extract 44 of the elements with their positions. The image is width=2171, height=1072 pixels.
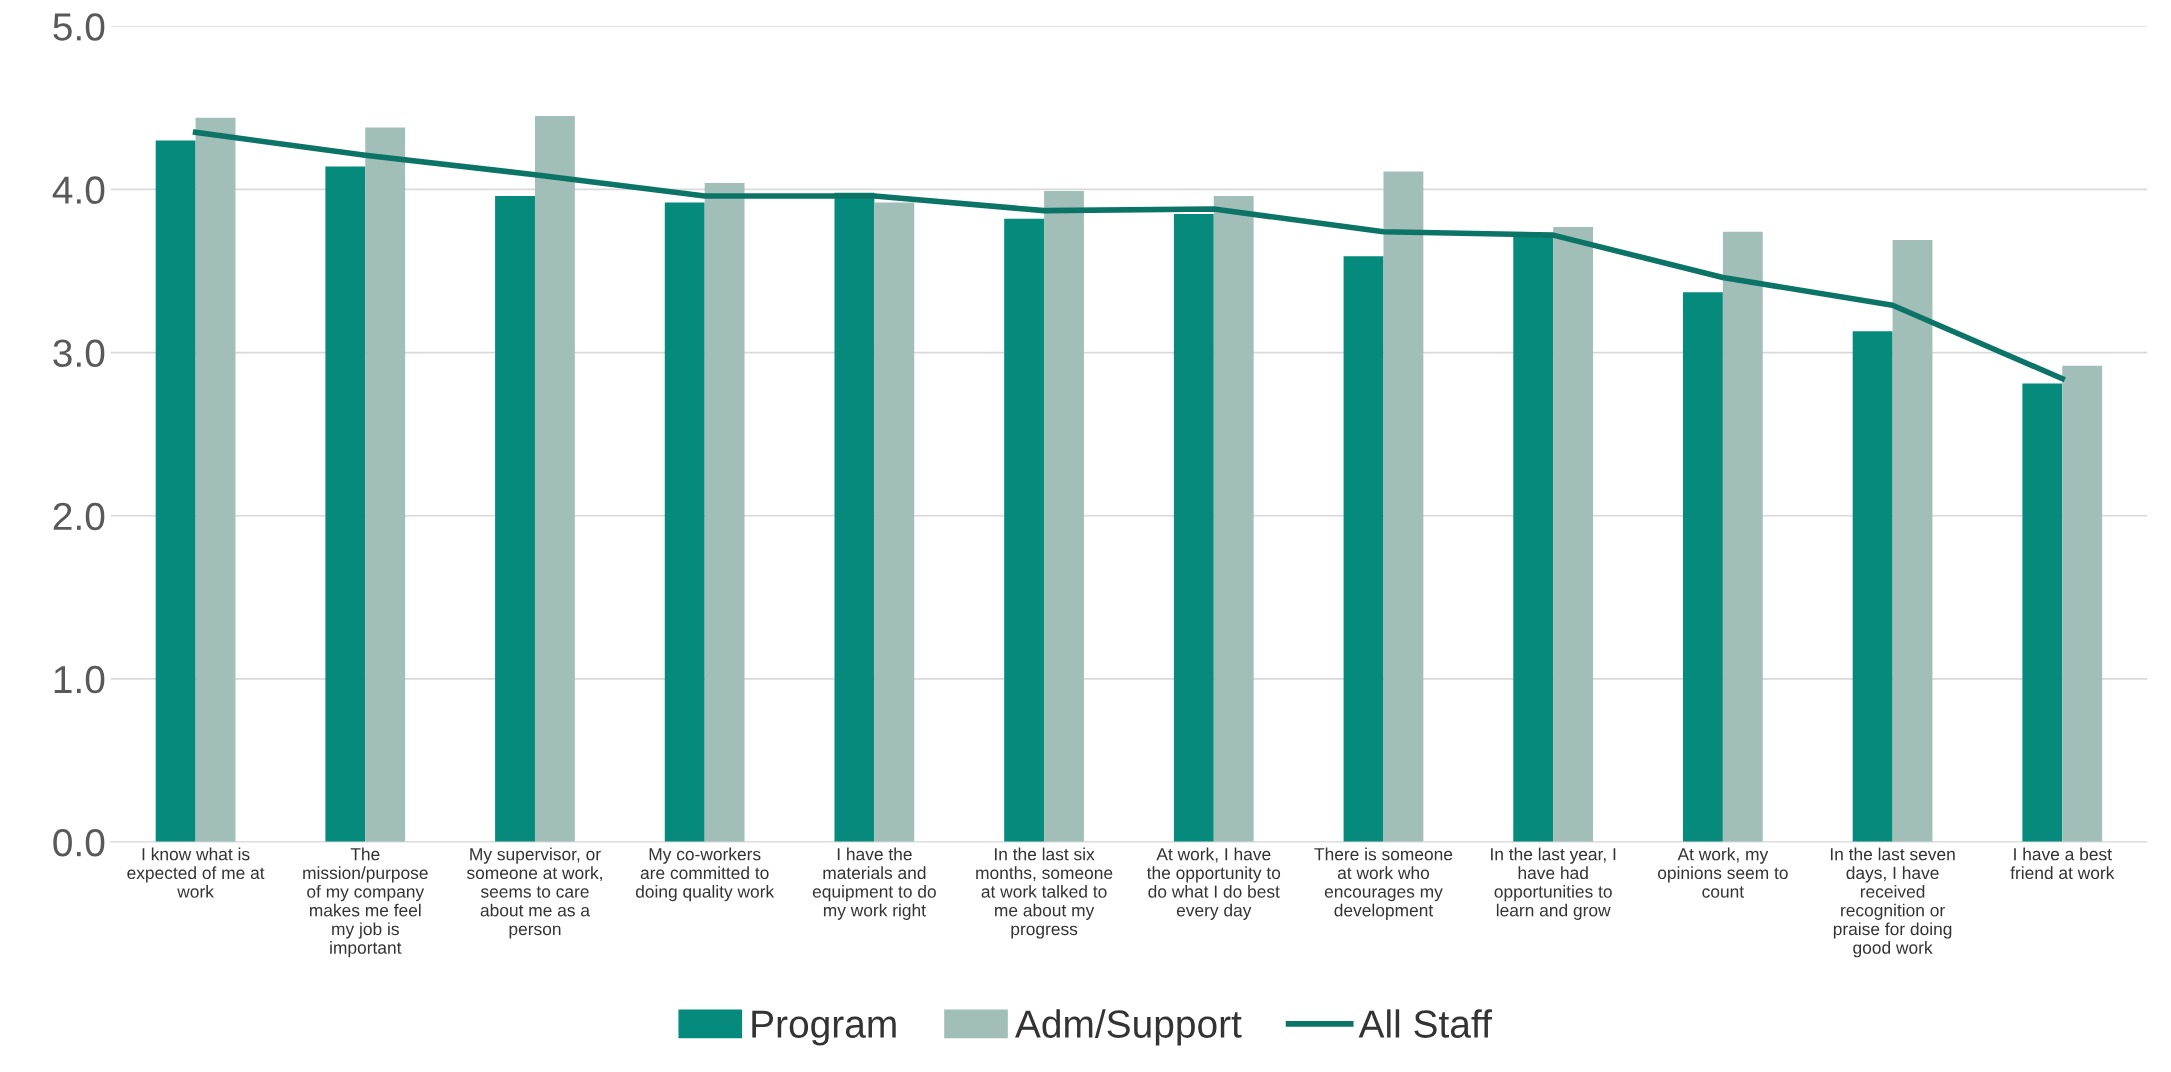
x-tick-label: My supervisor, or someone at work, seems to care about me as a person	[466, 847, 602, 939]
bar	[1343, 256, 1384, 843]
bar	[1383, 171, 1424, 843]
bar	[704, 182, 745, 843]
x-tick-label: At work, I have the opportunity to do what I do best every day	[1146, 847, 1281, 920]
x-tick-label: In the last year, I have had opportunities to learn and grow	[1491, 847, 1616, 920]
bar	[1513, 235, 1554, 843]
bar	[495, 195, 535, 843]
x-tick-label: I have the materials and equipment to do my work right	[812, 847, 936, 920]
legend-label: Program	[752, 1010, 896, 1046]
bar	[1044, 191, 1084, 843]
bar	[1852, 331, 1893, 843]
x-tick-label: I know what is expected of me at work	[127, 847, 265, 898]
bar	[325, 166, 366, 843]
x-tick-label: I have a best friend at work	[2010, 847, 2115, 880]
bar	[664, 202, 705, 843]
y-tick-label: 0.0	[53, 828, 105, 857]
bar	[1553, 226, 1594, 843]
bar	[155, 140, 196, 843]
x-tick-label: At work, my opinions seem to count	[1657, 847, 1788, 898]
bar	[2022, 383, 2063, 843]
bar	[874, 202, 915, 843]
y-tick-label: 2.0	[53, 502, 105, 531]
bar	[195, 117, 236, 843]
y-tick-label: 5.0	[53, 13, 105, 41]
bar	[1004, 218, 1045, 843]
x-tick-label: In the last six months, someone at work talked to me about my progress	[976, 847, 1113, 939]
x-tick-label: The mission/purpose of my company makes me feel my job is important	[303, 847, 428, 958]
bar	[1173, 213, 1214, 843]
y-tick-label: 1.0	[54, 665, 105, 694]
y-tick-label: 3.0	[53, 339, 105, 368]
bar	[365, 127, 406, 843]
bar	[1682, 292, 1723, 843]
x-tick-label: There is someone at work who encourages my development	[1314, 847, 1453, 920]
bar	[1722, 231, 1763, 843]
x-tick-label: My co-workers are committed to doing quality work	[635, 847, 775, 902]
bar	[1213, 195, 1254, 843]
legend-label: All Staff	[1358, 1009, 1492, 1038]
bar	[534, 116, 575, 843]
legend-label: Adm/Support	[1014, 1009, 1242, 1046]
y-tick-label: 4.0	[52, 176, 105, 204]
x-tick-label: In the last seven days, I have received recognition or praise for doing good work	[1830, 847, 1955, 958]
bar	[1892, 240, 1933, 843]
bar	[2062, 365, 2103, 843]
